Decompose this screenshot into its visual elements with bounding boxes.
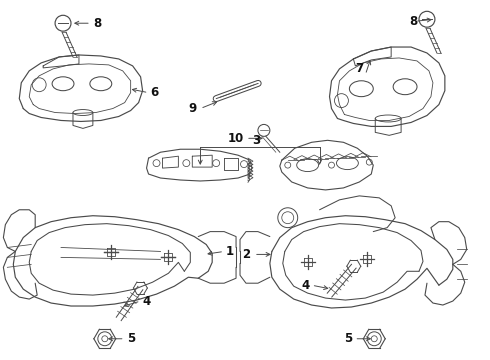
Text: 1: 1	[226, 245, 234, 258]
Text: 8: 8	[93, 17, 101, 30]
Text: 9: 9	[188, 102, 196, 115]
Text: 5: 5	[344, 332, 352, 345]
Text: 8: 8	[409, 15, 417, 28]
Text: 2: 2	[242, 248, 250, 261]
Text: 4: 4	[143, 294, 151, 307]
Text: 4: 4	[301, 279, 310, 292]
Text: 7: 7	[355, 62, 363, 75]
Text: 10: 10	[228, 132, 244, 145]
Text: 5: 5	[127, 332, 135, 345]
Text: 6: 6	[150, 86, 159, 99]
Text: 3: 3	[252, 134, 260, 147]
